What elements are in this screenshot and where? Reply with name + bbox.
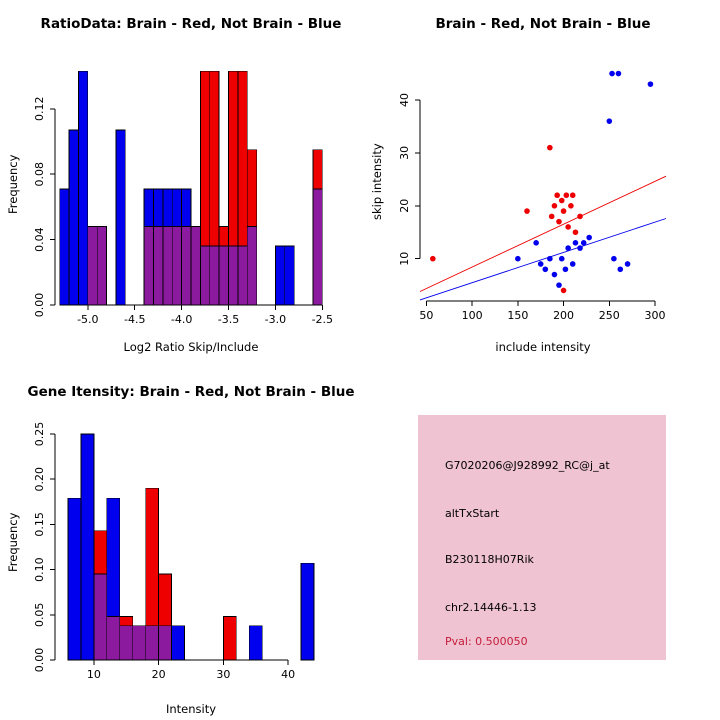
ratio-histogram-panel: RatioData: Brain - Red, Not Brain - Blue… <box>0 0 360 360</box>
gene-info-box: G7020206@J928992_RC@j_at altTxStart B230… <box>418 415 666 660</box>
svg-text:150: 150 <box>507 309 528 322</box>
chromosome-location-text: chr2.14446-1.13 <box>445 601 537 614</box>
svg-text:200: 200 <box>553 309 574 322</box>
y-axis: 0.00 0.04 0.08 0.12 <box>33 97 56 318</box>
ratio-histogram-canvas: -5.0 -4.5 -4.0 -3.5 -3.0 -2.5 0.00 0.04 0.08 0.12 <box>33 70 333 326</box>
gene-info-panel: G7020206@J928992_RC@j_at altTxStart B230… <box>360 360 720 720</box>
chart-title: RatioData: Brain - Red, Not Brain - Blue <box>40 16 342 32</box>
svg-text:0.04: 0.04 <box>33 227 46 252</box>
svg-text:20: 20 <box>152 668 166 681</box>
svg-text:300: 300 <box>645 309 666 322</box>
x-axis-label: Log2 Ratio Skip/Include <box>123 340 259 354</box>
svg-text:10: 10 <box>87 668 101 681</box>
svg-text:30: 30 <box>398 146 411 160</box>
gene-histogram-panel: Gene Itensity: Brain - Red, Not Brain - … <box>0 360 360 720</box>
svg-text:0.00: 0.00 <box>33 648 46 673</box>
svg-text:0.05: 0.05 <box>33 603 46 628</box>
svg-text:0.12: 0.12 <box>33 97 46 122</box>
svg-text:-2.5: -2.5 <box>312 313 333 326</box>
svg-text:250: 250 <box>599 309 620 322</box>
x-axis: 10 20 30 40 <box>87 659 295 681</box>
svg-text:10: 10 <box>398 252 411 266</box>
svg-text:0.00: 0.00 <box>33 293 46 318</box>
svg-text:30: 30 <box>216 668 230 681</box>
x-axis-label: Intensity <box>165 702 217 716</box>
svg-text:40: 40 <box>398 93 411 107</box>
svg-text:-4.0: -4.0 <box>171 313 192 326</box>
svg-text:-5.0: -5.0 <box>77 313 98 326</box>
x-axis-label: include intensity <box>495 340 591 354</box>
event-type-text: altTxStart <box>445 507 500 520</box>
x-axis: -5.0 -4.5 -4.0 -3.5 -3.0 -2.5 <box>77 304 333 326</box>
histogram-bars <box>59 70 323 306</box>
probe-id-text: G7020206@J928992_RC@j_at <box>445 459 610 472</box>
svg-text:20: 20 <box>398 199 411 213</box>
svg-text:-3.5: -3.5 <box>218 313 239 326</box>
y-axis: 10 20 30 40 <box>398 93 421 266</box>
svg-text:50: 50 <box>419 309 433 322</box>
scatter-plot-canvas: 50 100 150 200 250 300 10 20 30 40 <box>398 70 667 322</box>
svg-text:0.08: 0.08 <box>33 162 46 187</box>
gene-histogram-canvas: 10 20 30 40 0.00 0.05 0.10 0.15 0.20 0.25 <box>33 422 315 681</box>
histogram-bars <box>67 433 315 661</box>
svg-text:-4.5: -4.5 <box>124 313 145 326</box>
gene-name-text: B230118H07Rik <box>445 553 534 566</box>
scatter-content <box>419 70 667 301</box>
svg-text:-3.0: -3.0 <box>265 313 286 326</box>
svg-text:0.10: 0.10 <box>33 557 46 582</box>
svg-text:100: 100 <box>462 309 483 322</box>
x-axis: 50 100 150 200 250 300 <box>419 300 666 322</box>
svg-text:0.20: 0.20 <box>33 467 46 492</box>
chart-title: Gene Itensity: Brain - Red, Not Brain - … <box>27 384 355 400</box>
chart-title: Brain - Red, Not Brain - Blue <box>435 16 651 32</box>
y-axis: 0.00 0.05 0.10 0.15 0.20 0.25 <box>33 422 56 673</box>
svg-text:0.25: 0.25 <box>33 422 46 447</box>
svg-text:40: 40 <box>281 668 295 681</box>
pvalue-text: Pval: 0.500050 <box>445 635 528 648</box>
svg-text:0.15: 0.15 <box>33 512 46 537</box>
scatter-plot-panel: Brain - Red, Not Brain - Blue skip inten… <box>360 0 720 360</box>
